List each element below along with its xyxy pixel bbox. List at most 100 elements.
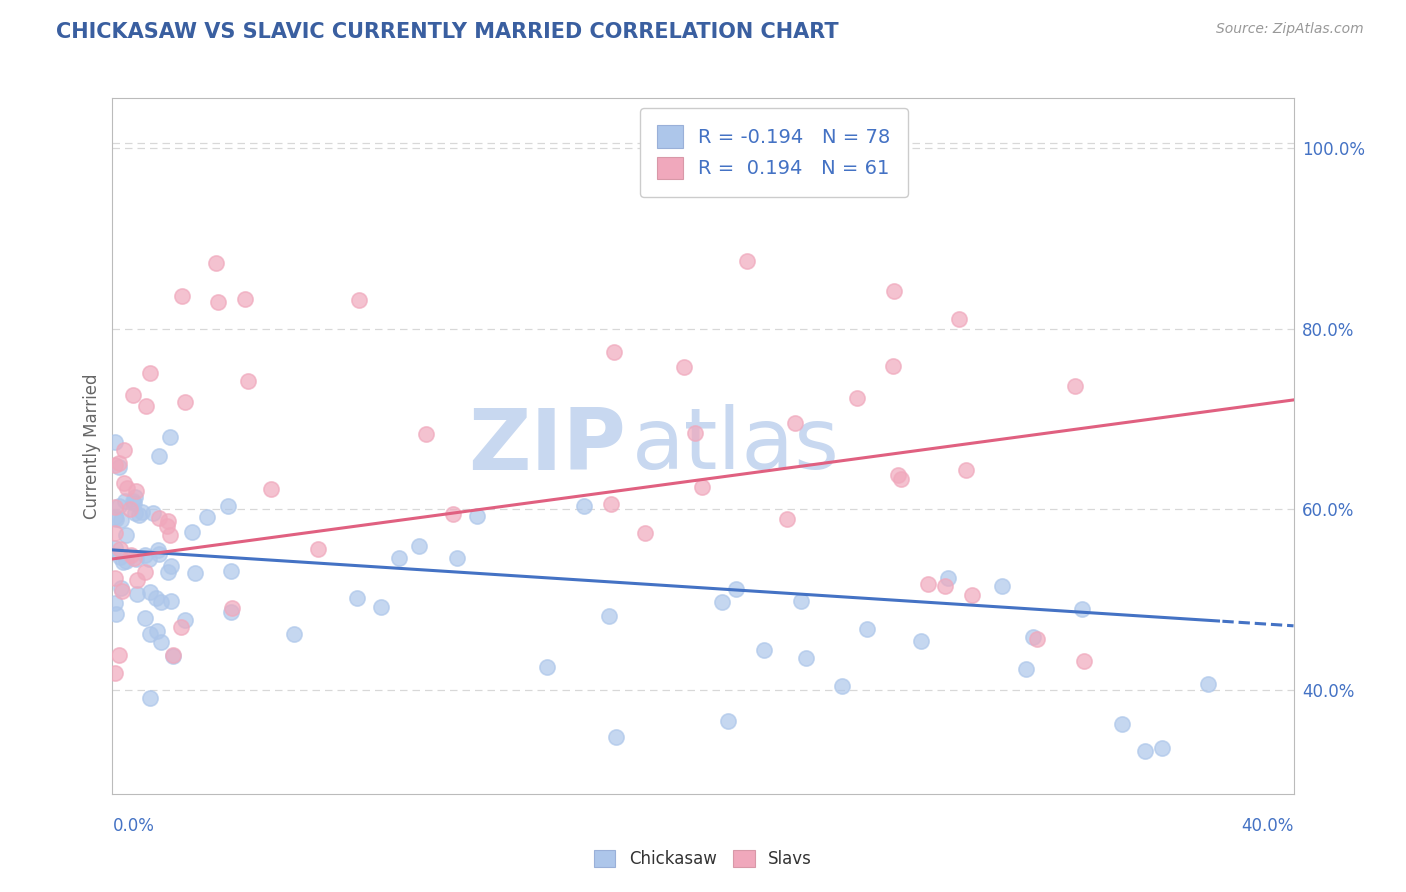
Point (105, 512, 128, 526)
Point (960, 588, 983, 602)
Point (148, 547, 170, 561)
Point (115, 528, 138, 542)
Point (1071, 601, 1094, 615)
Point (1152, 740, 1174, 755)
Point (139, 627, 162, 641)
Point (125, 483, 148, 498)
Point (441, 507, 464, 521)
Point (598, 609, 620, 624)
Point (776, 512, 799, 526)
Point (910, 634, 932, 648)
Point (124, 506, 146, 520)
Point (1135, 743, 1157, 757)
Point (108, 542, 131, 557)
Point (125, 587, 148, 601)
Text: atlas: atlas (633, 404, 841, 488)
Point (104, 458, 127, 473)
Point (131, 505, 153, 519)
Point (104, 526, 127, 541)
Text: Source: ZipAtlas.com: Source: ZipAtlas.com (1216, 22, 1364, 37)
Point (134, 611, 156, 625)
Point (737, 253, 759, 268)
Point (217, 500, 239, 514)
Point (162, 649, 184, 664)
Point (125, 552, 148, 566)
Point (121, 388, 143, 402)
Point (572, 499, 595, 513)
Point (890, 472, 912, 486)
Point (145, 591, 167, 605)
Text: 0.0%: 0.0% (112, 817, 155, 835)
Point (174, 613, 197, 627)
Point (110, 513, 132, 527)
Point (104, 434, 127, 449)
Point (104, 571, 127, 585)
Point (134, 548, 156, 562)
Point (159, 528, 181, 542)
Point (148, 449, 170, 463)
Point (856, 622, 879, 636)
Point (917, 577, 939, 591)
Point (125, 574, 148, 588)
Point (160, 594, 183, 608)
Point (150, 595, 173, 609)
Point (634, 525, 657, 540)
Point (603, 345, 626, 359)
Point (139, 690, 162, 705)
Point (1063, 379, 1085, 393)
Point (408, 539, 430, 553)
Point (122, 496, 145, 510)
Point (1111, 716, 1133, 731)
Point (112, 555, 135, 569)
Point (173, 395, 195, 409)
Point (725, 582, 748, 597)
Point (148, 510, 170, 524)
Point (283, 627, 305, 641)
Point (446, 551, 468, 566)
Point (219, 564, 242, 578)
Point (205, 256, 228, 270)
Point (790, 594, 813, 608)
Point (135, 399, 157, 413)
Point (845, 391, 868, 405)
Point (128, 508, 150, 522)
Point (1022, 630, 1045, 644)
Point (948, 311, 970, 326)
Point (170, 288, 193, 302)
Legend: Chickasaw, Slavs: Chickasaw, Slavs (588, 843, 818, 875)
Point (156, 514, 179, 528)
Point (711, 595, 734, 609)
Point (138, 367, 160, 381)
Point (883, 284, 905, 298)
Point (991, 579, 1014, 593)
Point (347, 293, 370, 307)
Point (146, 543, 169, 558)
Point (605, 731, 627, 745)
Point (104, 665, 127, 680)
Point (122, 550, 145, 565)
Point (108, 459, 131, 474)
Point (112, 475, 135, 490)
Point (415, 426, 437, 441)
Point (235, 292, 257, 306)
Point (107, 648, 129, 662)
Text: CHICKASAW VS SLAVIC CURRENTLY MARRIED CORRELATION CHART: CHICKASAW VS SLAVIC CURRENTLY MARRIED CO… (56, 22, 839, 42)
Point (465, 508, 488, 523)
Point (370, 600, 392, 615)
Point (238, 374, 260, 388)
Point (181, 524, 204, 539)
Point (122, 494, 145, 508)
Point (955, 463, 977, 477)
Point (134, 566, 156, 580)
Point (146, 624, 169, 638)
Point (162, 648, 184, 662)
Point (936, 570, 959, 584)
Point (307, 542, 329, 557)
Point (120, 501, 142, 516)
Point (160, 559, 183, 574)
Point (159, 430, 181, 444)
Point (110, 581, 132, 595)
Point (831, 679, 853, 693)
Point (115, 554, 138, 568)
Point (219, 606, 242, 620)
